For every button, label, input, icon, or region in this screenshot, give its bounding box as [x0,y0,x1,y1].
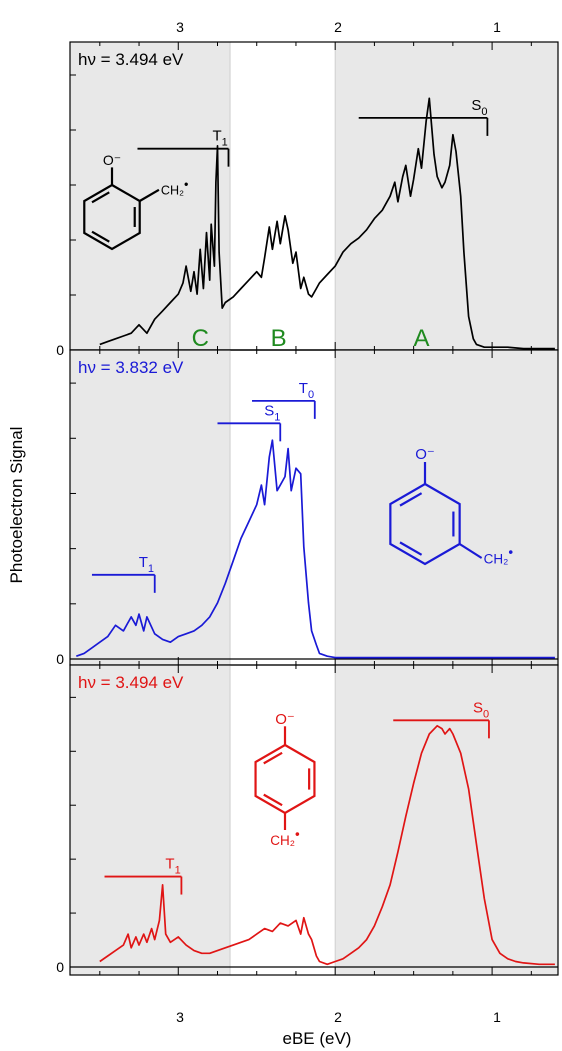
shaded-region [335,665,558,975]
benzene-ring [389,482,461,566]
radical-dot: • [295,826,300,841]
x-axis-label: eBE (eV) [283,1029,352,1048]
region-label: A [413,325,429,352]
panel-frame [69,664,559,976]
zero-label: 0 [56,651,64,667]
bottom-tick-label-2: 2 [334,1009,342,1025]
double-bond-line [91,191,110,204]
zero-label: 0 [56,342,64,358]
region-label: B [271,325,287,352]
zero-label: 0 [56,959,64,975]
top-tick-label-2: 2 [334,19,342,35]
photon-energy-label: hν = 3.832 eV [78,358,184,377]
benzene-ring [254,743,316,815]
state-marker-subscript: 0 [483,708,489,720]
radical-dot: • [508,545,513,560]
state-marker-subscript: 1 [148,563,154,575]
bottom-tick-label-3: 3 [176,1009,184,1025]
oxygen-label: O⁻ [103,152,121,168]
spectrum-line [99,724,555,966]
region-label: C [192,325,209,352]
double-bond-line [399,492,423,507]
shaded-region [70,665,231,975]
photon-energy-label: hν = 3.494 eV [78,673,184,692]
double-bond-line [399,541,423,556]
top-tick-label-3: 3 [176,19,184,35]
state-marker-subscript: 1 [222,137,228,149]
state-marker-subscript: 0 [308,389,314,401]
double-bond-line [263,751,283,765]
radical-dot: • [184,177,188,191]
state-marker-label: S1 [264,402,280,423]
y-axis-label: Photoelectron Signal [7,427,26,584]
state-marker-subscript: 1 [274,411,280,423]
molecule-structure: O⁻CH₂• [254,711,316,848]
spectrum-line [76,439,555,659]
shaded-region [335,42,558,350]
bottom-tick-label-1: 1 [493,1009,501,1025]
molecule-structure: O⁻CH₂• [389,446,513,566]
oxygen-label: O⁻ [275,711,295,728]
photon-energy-label: hν = 3.494 eV [78,50,184,69]
ch2-bond [139,188,160,202]
shaded-region [335,350,558,665]
spectrum-line [99,97,555,350]
top-tick-label-1: 1 [493,19,501,35]
state-marker-subscript: 1 [175,865,181,877]
double-bond-line [91,230,110,243]
shaded-region [70,350,231,665]
oxygen-label: O⁻ [415,446,435,463]
state-marker-label: T0 [299,380,314,401]
state-marker-subscript: 0 [481,106,487,118]
double-bond-line [263,793,283,807]
ch2-bond [459,543,483,559]
